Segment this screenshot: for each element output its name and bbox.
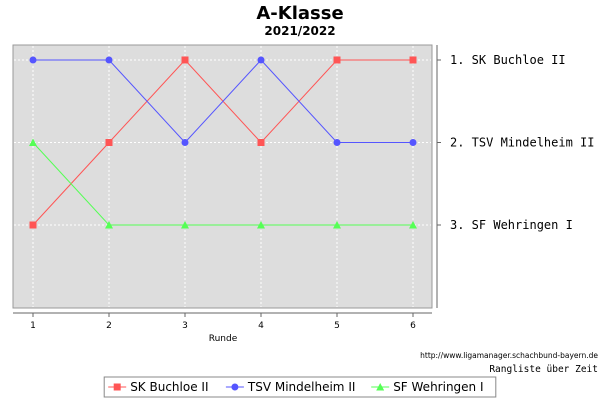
data-point — [333, 221, 341, 229]
x-tick-label: 6 — [410, 321, 416, 331]
legend-box — [103, 376, 497, 398]
data-point — [29, 221, 37, 229]
x-axis: 1 2 3 4 5 6 — [13, 312, 432, 331]
data-point — [105, 221, 113, 229]
legend: SK Buchloe II TSV Mindelheim II SF Wehring… — [103, 376, 497, 398]
data-point — [409, 221, 417, 229]
source-url: http://www.ligamanager.schachbund-bayern… — [420, 351, 598, 360]
data-point — [181, 56, 189, 64]
chart-caption: Rangliste über Zeit — [489, 364, 598, 375]
x-axis-label: Runde — [209, 334, 238, 344]
chart-subtitle: 2021/2022 — [264, 24, 335, 38]
legend-marker — [376, 383, 385, 391]
data-point — [257, 56, 265, 64]
data-point — [257, 139, 265, 146]
legend-marker — [231, 383, 239, 391]
rank-label: 3. SF Wehringen I — [450, 218, 573, 232]
data-point — [409, 139, 417, 146]
data-point — [257, 221, 265, 229]
data-point — [181, 139, 189, 146]
data-point — [181, 221, 189, 229]
series-line — [33, 59, 413, 144]
x-tick-label: 5 — [334, 321, 340, 331]
legend-label: SK Buchloe II — [130, 380, 208, 394]
legend-marker — [113, 383, 121, 391]
data-point — [29, 138, 37, 146]
data-point — [333, 56, 341, 64]
series-line — [32, 142, 413, 226]
data-point — [105, 56, 113, 64]
series-group — [29, 56, 417, 229]
rank-labels: 1. SK Buchloe II 2. TSV Mindelheim II 3. S… — [450, 53, 595, 232]
x-tick-label: 4 — [258, 321, 264, 331]
data-point — [409, 56, 417, 64]
x-tick-label: 2 — [106, 321, 112, 331]
legend-label: SF Wehringen I — [393, 380, 483, 394]
rank-label: 1. SK Buchloe II — [450, 53, 566, 67]
plot-area — [12, 44, 433, 309]
legend-label: TSV Mindelheim II — [247, 380, 356, 394]
chart-title: A-Klasse — [256, 3, 343, 24]
x-tick-label: 1 — [30, 321, 36, 331]
rank-label: 2. TSV Mindelheim II — [450, 136, 595, 150]
x-tick-label: 3 — [182, 321, 188, 331]
y-axis — [436, 45, 441, 308]
data-point — [29, 56, 37, 64]
data-point — [105, 139, 113, 146]
data-point — [333, 139, 341, 146]
